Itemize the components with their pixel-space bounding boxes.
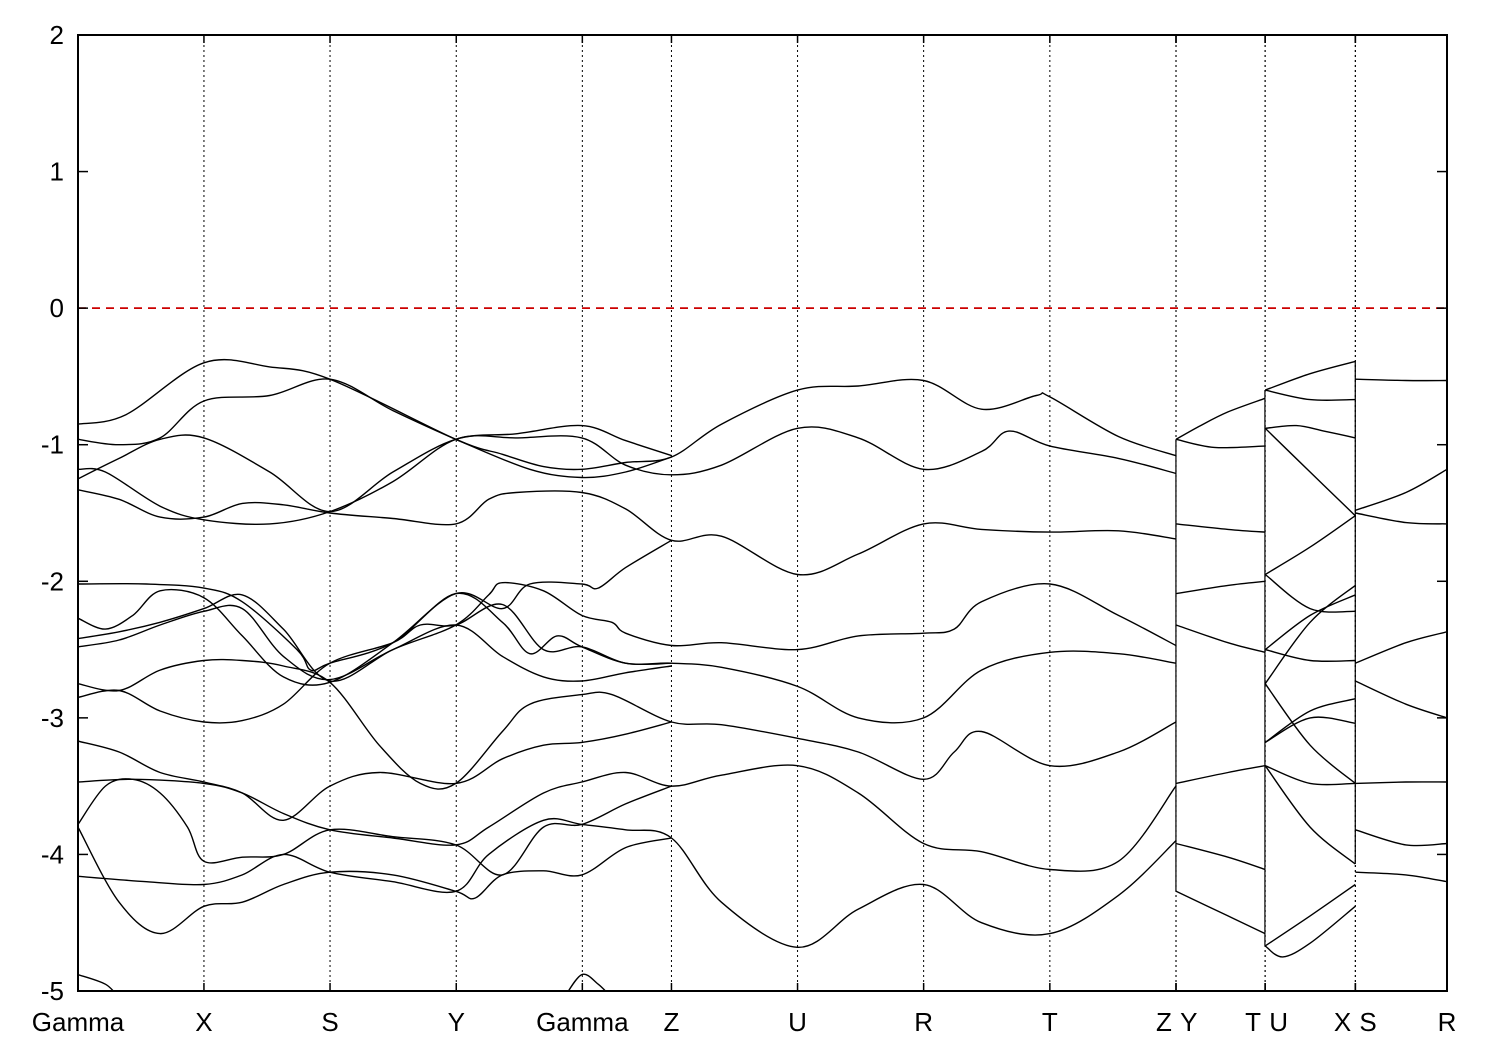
band-line bbox=[1264, 594, 1356, 651]
band-line bbox=[78, 721, 672, 822]
x-tick-label: Z bbox=[664, 1007, 680, 1037]
band-line bbox=[78, 817, 1177, 949]
band-line bbox=[78, 973, 115, 991]
band-line bbox=[1175, 890, 1266, 935]
x-tick-label: T bbox=[1245, 1007, 1261, 1037]
x-tick-label: Gamma bbox=[536, 1007, 629, 1037]
band-line bbox=[78, 358, 1177, 471]
y-tick-label: 0 bbox=[50, 293, 64, 323]
band-line bbox=[78, 604, 672, 682]
band-line bbox=[78, 603, 672, 724]
y-axis-ticks: -5 -4 -3 -2 -1 0 1 2 bbox=[41, 20, 1447, 1006]
y-tick-label: -3 bbox=[41, 703, 64, 733]
band-line bbox=[1264, 573, 1356, 613]
band-line bbox=[1175, 765, 1266, 785]
band-line bbox=[1265, 648, 1356, 662]
kpoint-gridlines bbox=[203, 35, 1356, 991]
band-line bbox=[1175, 624, 1266, 653]
band-line bbox=[1264, 360, 1356, 391]
y-tick-label: -5 bbox=[41, 976, 64, 1006]
band-line bbox=[1175, 397, 1266, 440]
y-tick-label: 2 bbox=[50, 20, 64, 50]
band-line bbox=[1355, 781, 1447, 785]
x-tick-label: X bbox=[195, 1007, 212, 1037]
band-line bbox=[78, 426, 1177, 525]
x-tick-label: X bbox=[1334, 1007, 1351, 1037]
band-line bbox=[1355, 680, 1447, 719]
band-line bbox=[1264, 765, 1356, 786]
x-tick-label: U bbox=[1269, 1007, 1288, 1037]
band-line bbox=[1264, 883, 1356, 947]
band-line bbox=[1264, 683, 1356, 784]
band-line bbox=[1264, 427, 1356, 517]
band-line bbox=[78, 378, 672, 479]
band-line bbox=[1176, 523, 1266, 533]
band-line bbox=[78, 489, 1176, 576]
band-line bbox=[1264, 905, 1356, 958]
x-tick-label: Gamma bbox=[32, 1007, 125, 1037]
band-line bbox=[1355, 631, 1447, 664]
band-line bbox=[78, 778, 672, 876]
x-tick-label: R bbox=[1438, 1007, 1457, 1037]
y-tick-label: -4 bbox=[41, 839, 64, 869]
band-line bbox=[1355, 468, 1447, 511]
x-axis-kpoint-labels: Gamma X S Y Gamma Z U R T Z Y T U X S R bbox=[32, 35, 1457, 1037]
band-line bbox=[1175, 842, 1266, 871]
band-line bbox=[78, 539, 672, 686]
band-line bbox=[78, 581, 1177, 682]
band-lines bbox=[78, 358, 1447, 991]
band-line bbox=[78, 826, 672, 935]
band-line bbox=[1355, 378, 1447, 382]
band-line bbox=[1265, 389, 1356, 402]
band-line bbox=[567, 973, 607, 991]
x-tick-label: Y bbox=[448, 1007, 465, 1037]
y-tick-label: 1 bbox=[50, 157, 64, 187]
x-tick-label: S bbox=[1359, 1007, 1376, 1037]
plot-frame bbox=[77, 34, 1448, 992]
band-line bbox=[1355, 871, 1447, 883]
band-line bbox=[78, 658, 1177, 790]
band-line bbox=[1264, 698, 1356, 743]
x-tick-label: Y bbox=[1180, 1007, 1197, 1037]
band-line bbox=[1175, 438, 1266, 449]
band-line bbox=[1264, 584, 1356, 685]
band-line bbox=[1355, 512, 1447, 525]
x-tick-label: Z bbox=[1156, 1007, 1172, 1037]
x-tick-label: T bbox=[1042, 1007, 1058, 1037]
band-line bbox=[78, 424, 672, 513]
y-tick-label: -2 bbox=[41, 566, 64, 596]
band-line bbox=[1265, 424, 1356, 439]
band-line bbox=[1175, 580, 1266, 595]
band-line bbox=[78, 764, 1177, 872]
x-tick-label: R bbox=[914, 1007, 933, 1037]
band-line bbox=[78, 582, 1177, 724]
band-line bbox=[1264, 765, 1356, 865]
x-tick-label: S bbox=[321, 1007, 338, 1037]
band-line bbox=[1355, 829, 1447, 847]
band-line bbox=[1264, 716, 1356, 744]
y-tick-label: -1 bbox=[41, 430, 64, 460]
band-line bbox=[1264, 515, 1356, 576]
x-tick-label: U bbox=[788, 1007, 807, 1037]
